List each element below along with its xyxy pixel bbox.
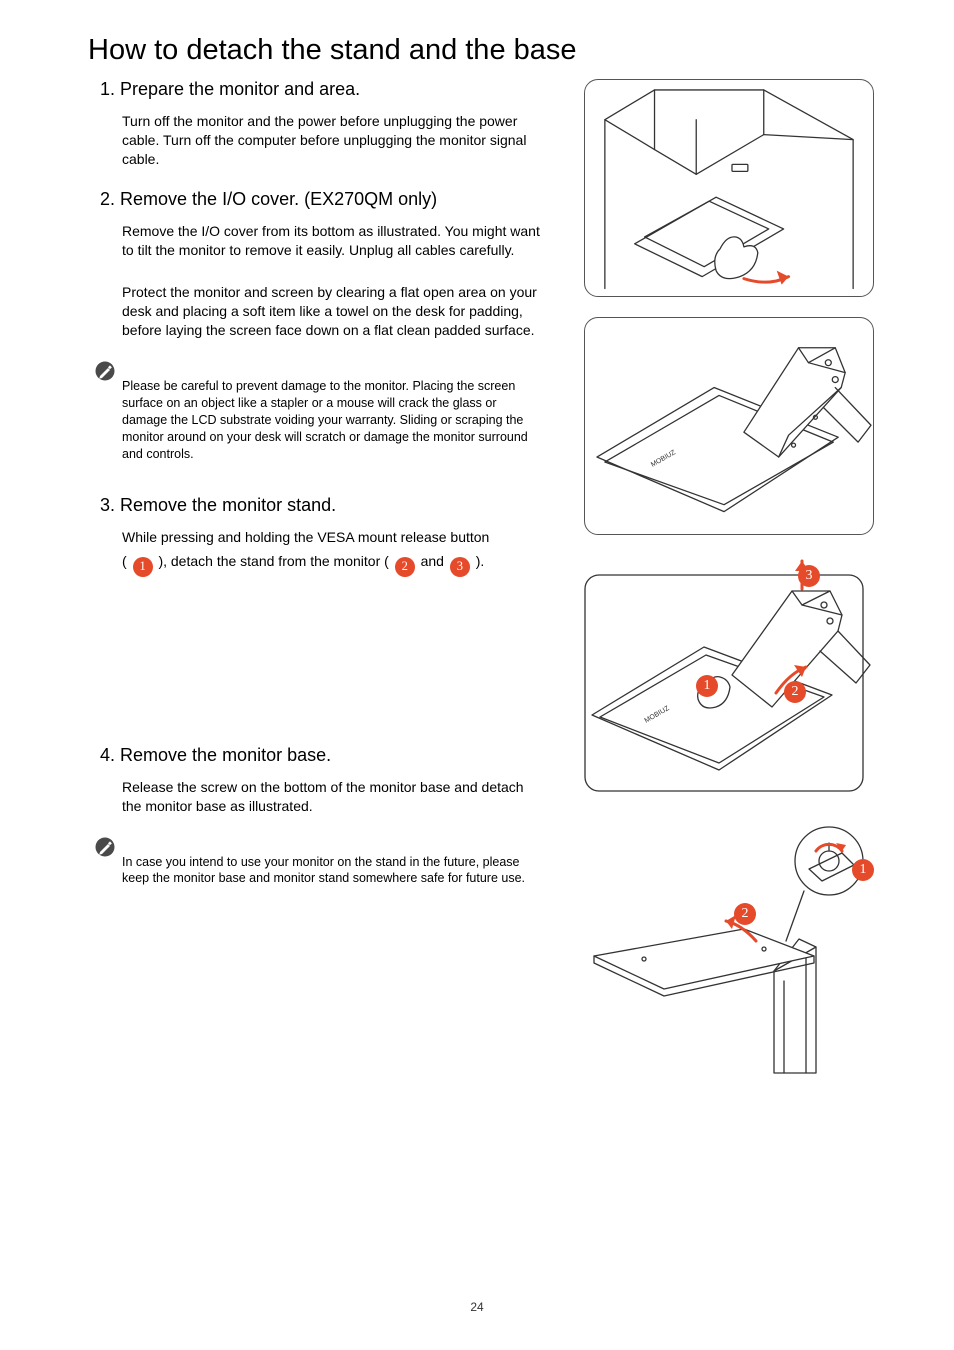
content-columns: 1. Prepare the monitor and area. Turn of… bbox=[80, 79, 874, 1081]
step-1: 1. Prepare the monitor and area. Turn of… bbox=[80, 79, 540, 169]
pencil-note-icon bbox=[94, 836, 116, 863]
diagram-io-cover bbox=[584, 79, 874, 297]
diagram-badge-1: 1 bbox=[852, 859, 874, 881]
step-4-body: Release the screw on the bottom of the m… bbox=[122, 778, 540, 816]
step-2-heading: 2. Remove the I/O cover. (EX270QM only) bbox=[100, 189, 540, 210]
diagram-badge-1: 1 bbox=[696, 675, 718, 697]
callout-badge-1: 1 bbox=[133, 557, 153, 577]
page-title: How to detach the stand and the base bbox=[88, 34, 874, 67]
step-3: 3. Remove the monitor stand. While press… bbox=[80, 495, 540, 577]
text-and: and bbox=[421, 553, 448, 569]
step-3-body-line1: While pressing and holding the VESA moun… bbox=[122, 528, 540, 547]
callout-badge-3: 3 bbox=[450, 557, 470, 577]
step-2-note: Please be careful to prevent damage to t… bbox=[100, 360, 540, 462]
text-mid: ), detach the stand from the monitor ( bbox=[158, 553, 388, 569]
page-number: 24 bbox=[0, 1300, 954, 1314]
pencil-note-icon bbox=[94, 360, 116, 387]
diagram-lay-flat: MOBIUZ bbox=[584, 317, 874, 535]
manual-page: How to detach the stand and the base 1. … bbox=[0, 0, 954, 1350]
step-2: 2. Remove the I/O cover. (EX270QM only) … bbox=[80, 189, 540, 463]
step-3-heading: 3. Remove the monitor stand. bbox=[100, 495, 540, 516]
step-4-heading: 4. Remove the monitor base. bbox=[100, 745, 540, 766]
step-4-note: In case you intend to use your monitor o… bbox=[100, 836, 540, 888]
diagram-remove-base: 1 2 bbox=[584, 821, 874, 1081]
text-close: ). bbox=[476, 553, 485, 569]
step-1-heading: 1. Prepare the monitor and area. bbox=[100, 79, 540, 100]
text-open-paren: ( bbox=[122, 553, 127, 569]
step-4: 4. Remove the monitor base. Release the … bbox=[80, 745, 540, 888]
step-2-body-2: Protect the monitor and screen by cleari… bbox=[122, 283, 540, 340]
diagram-badge-3: 3 bbox=[798, 565, 820, 587]
diagram-column: MOBIUZ bbox=[558, 79, 874, 1081]
step-3-body-line2: ( 1 ), detach the stand from the monitor… bbox=[122, 552, 540, 576]
diagram-badge-2: 2 bbox=[734, 903, 756, 925]
step-1-body: Turn off the monitor and the power befor… bbox=[122, 112, 540, 169]
step-2-note-text: Please be careful to prevent damage to t… bbox=[122, 379, 528, 461]
diagram-remove-stand: MOBIUZ 1 2 3 bbox=[584, 555, 874, 793]
step-4-note-text: In case you intend to use your monitor o… bbox=[122, 855, 525, 886]
step-2-body-1: Remove the I/O cover from its bottom as … bbox=[122, 222, 540, 260]
diagram-badge-2: 2 bbox=[784, 681, 806, 703]
callout-badge-2: 2 bbox=[395, 557, 415, 577]
text-column: 1. Prepare the monitor and area. Turn of… bbox=[80, 79, 540, 1081]
